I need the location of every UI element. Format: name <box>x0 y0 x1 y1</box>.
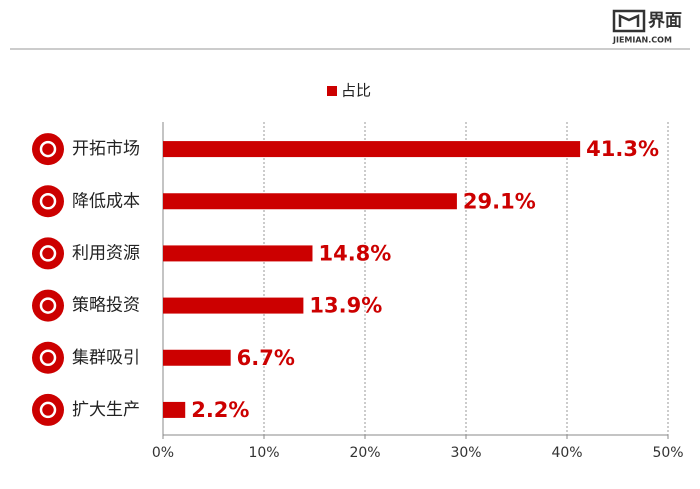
bar <box>163 193 457 210</box>
category-icon-inner <box>39 245 57 262</box>
category-label: 集群吸引 <box>72 348 140 368</box>
x-tick-label: 10% <box>248 445 279 461</box>
category-icon-inner <box>39 297 57 314</box>
bar <box>163 141 581 158</box>
category-icon <box>32 185 64 218</box>
value-label: 14.8% <box>318 241 391 265</box>
category-icon <box>32 289 64 322</box>
x-tick-label: 30% <box>450 445 481 461</box>
bar <box>163 297 304 314</box>
x-tick-label: 40% <box>551 445 582 461</box>
x-tick-label: 50% <box>652 445 683 461</box>
bar <box>163 349 231 366</box>
logo-icon <box>618 14 640 27</box>
bar <box>163 401 186 418</box>
logo-name: 界面 <box>648 11 682 31</box>
category-label: 扩大生产 <box>72 400 140 420</box>
x-tick-label: 0% <box>152 445 174 461</box>
category-icon <box>32 237 64 270</box>
category-label: 开拓市场 <box>72 139 140 159</box>
category-icon-inner <box>39 140 57 158</box>
category-label: 降低成本 <box>72 191 140 211</box>
category-icon-inner <box>39 193 57 210</box>
logo-site: JIEMIAN.COM <box>612 36 672 45</box>
category-icon <box>32 341 64 374</box>
value-label: 6.7% <box>237 346 295 370</box>
category-icon-inner <box>39 349 57 366</box>
logo-icon <box>612 9 646 33</box>
value-label: 41.3% <box>586 137 659 161</box>
value-label: 13.9% <box>309 294 382 318</box>
value-label: 2.2% <box>191 398 249 422</box>
legend-swatch <box>327 86 337 96</box>
category-icon-inner <box>39 401 57 419</box>
category-label: 利用资源 <box>72 243 140 263</box>
category-icon <box>32 133 64 166</box>
legend-label: 占比 <box>341 82 371 100</box>
logo: 界面 JIEMIAN.COM <box>612 9 682 45</box>
category-label: 策略投资 <box>72 296 140 316</box>
bar <box>163 245 313 262</box>
x-tick-label: 20% <box>349 445 380 461</box>
category-icon <box>32 393 64 426</box>
value-label: 29.1% <box>463 189 536 213</box>
